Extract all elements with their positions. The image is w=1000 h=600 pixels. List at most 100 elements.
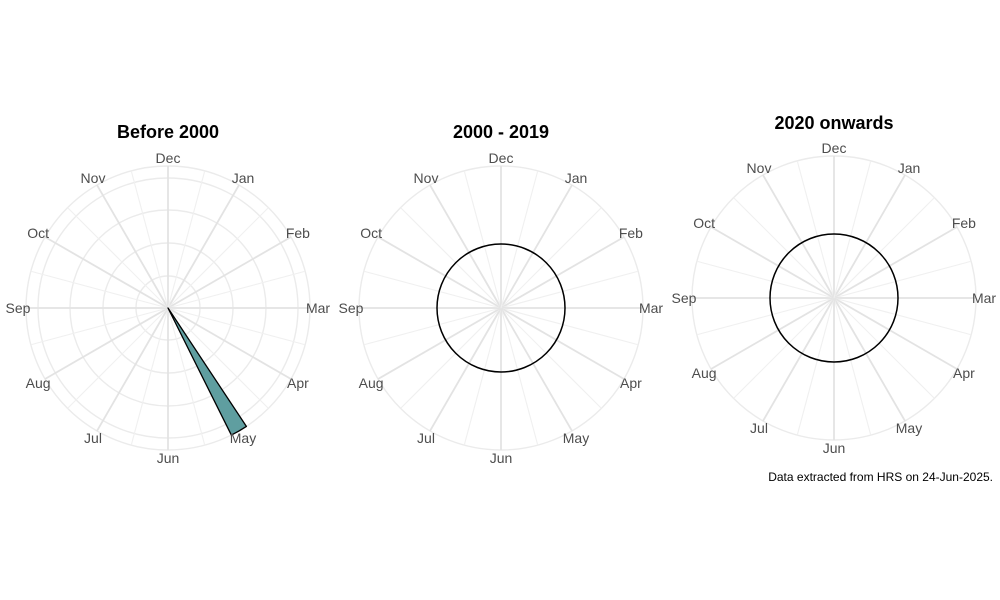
- major-spoke: [833, 297, 958, 370]
- month-label-jan: Jan: [565, 170, 588, 186]
- major-spoke: [429, 307, 502, 432]
- month-label-aug: Aug: [26, 375, 51, 391]
- major-spoke: [96, 184, 169, 309]
- month-label-dec: Dec: [822, 140, 847, 156]
- month-label-nov: Nov: [414, 170, 439, 186]
- panel-title: Before 2000: [117, 122, 219, 142]
- major-spoke: [833, 226, 958, 299]
- month-label-jan: Jan: [232, 170, 255, 186]
- major-spoke: [500, 236, 625, 309]
- major-spoke: [762, 174, 835, 299]
- major-spoke: [500, 307, 625, 380]
- panel-title: 2000 - 2019: [453, 122, 549, 142]
- data-source-caption: Data extracted from HRS on 24-Jun-2025.: [768, 470, 993, 484]
- major-spoke: [167, 307, 292, 380]
- major-spoke: [710, 297, 835, 370]
- minor-spoke: [400, 207, 502, 309]
- month-label-may: May: [563, 430, 589, 446]
- minor-spoke: [363, 270, 502, 309]
- minor-spoke: [67, 307, 169, 409]
- month-label-nov: Nov: [747, 160, 772, 176]
- minor-spoke: [833, 260, 972, 299]
- minor-spoke: [500, 170, 539, 309]
- minor-spoke: [67, 207, 169, 309]
- minor-spoke: [167, 170, 206, 309]
- minor-spoke: [833, 297, 935, 399]
- minor-spoke: [796, 297, 835, 436]
- polar-panel-2: Jan Feb Mar Apr May Jun Jul Aug Sep Oct Nov Dec 2000…: [339, 122, 664, 466]
- minor-spoke: [130, 170, 169, 309]
- month-label-dec: Dec: [156, 150, 181, 166]
- major-spoke: [762, 297, 835, 422]
- month-label-oct: Oct: [693, 215, 715, 231]
- month-label-aug: Aug: [692, 365, 717, 381]
- minor-spoke: [833, 197, 935, 299]
- month-label-jul: Jul: [84, 430, 102, 446]
- major-spoke: [167, 184, 240, 309]
- month-label-jun: Jun: [490, 450, 513, 466]
- month-label-feb: Feb: [619, 225, 643, 241]
- month-label-sep: Sep: [6, 300, 31, 316]
- month-label-jul: Jul: [750, 420, 768, 436]
- minor-spoke: [30, 270, 169, 309]
- month-label-apr: Apr: [620, 375, 642, 391]
- minor-spoke: [833, 160, 872, 299]
- minor-spoke: [500, 307, 602, 409]
- month-label-dec: Dec: [489, 150, 514, 166]
- major-spoke: [833, 174, 906, 299]
- month-label-sep: Sep: [339, 300, 364, 316]
- major-spoke: [377, 236, 502, 309]
- month-label-may: May: [230, 430, 256, 446]
- polar-panel-3: Jan Feb Mar Apr May Jun Jul Aug Sep Oct Nov Dec 2020…: [672, 113, 997, 456]
- minor-spoke: [30, 307, 169, 346]
- minor-spoke: [167, 307, 269, 409]
- month-label-mar: Mar: [306, 300, 330, 316]
- polar-panel-1: Jan Feb Mar Apr May Jun Jul Aug Sep Oct Nov Dec Befo…: [6, 122, 331, 466]
- minor-spoke: [463, 307, 502, 446]
- month-label-apr: Apr: [953, 365, 975, 381]
- month-label-oct: Oct: [27, 225, 49, 241]
- minor-spoke: [833, 297, 872, 436]
- reference-circle: [436, 243, 566, 373]
- major-spoke: [710, 226, 835, 299]
- month-label-feb: Feb: [952, 215, 976, 231]
- minor-spoke: [500, 307, 639, 346]
- month-label-nov: Nov: [81, 170, 106, 186]
- panel-title: 2020 onwards: [774, 113, 893, 133]
- minor-spoke: [463, 170, 502, 309]
- month-label-jun: Jun: [157, 450, 180, 466]
- minor-spoke: [796, 160, 835, 299]
- minor-spoke: [167, 307, 206, 446]
- month-label-feb: Feb: [286, 225, 310, 241]
- minor-spoke: [400, 307, 502, 409]
- major-spoke: [500, 184, 573, 309]
- month-label-apr: Apr: [287, 375, 309, 391]
- minor-spoke: [167, 270, 306, 309]
- major-spoke: [44, 236, 169, 309]
- month-label-may: May: [896, 420, 922, 436]
- minor-spoke: [833, 297, 972, 336]
- month-label-jan: Jan: [898, 160, 921, 176]
- month-label-sep: Sep: [672, 290, 697, 306]
- major-spoke: [500, 307, 573, 432]
- minor-spoke: [696, 260, 835, 299]
- month-label-jun: Jun: [823, 440, 846, 456]
- minor-spoke: [500, 207, 602, 309]
- major-spoke: [377, 307, 502, 380]
- bar-may: [167, 307, 248, 436]
- minor-spoke: [733, 197, 835, 299]
- major-spoke: [833, 297, 906, 422]
- minor-spoke: [167, 307, 306, 346]
- minor-spoke: [500, 307, 539, 446]
- major-spoke: [96, 307, 169, 432]
- month-label-mar: Mar: [972, 290, 996, 306]
- month-label-mar: Mar: [639, 300, 663, 316]
- major-spoke: [429, 184, 502, 309]
- minor-spoke: [733, 297, 835, 399]
- month-label-aug: Aug: [359, 375, 384, 391]
- month-label-oct: Oct: [360, 225, 382, 241]
- minor-spoke: [696, 297, 835, 336]
- reference-circle: [769, 233, 899, 363]
- month-label-jul: Jul: [417, 430, 435, 446]
